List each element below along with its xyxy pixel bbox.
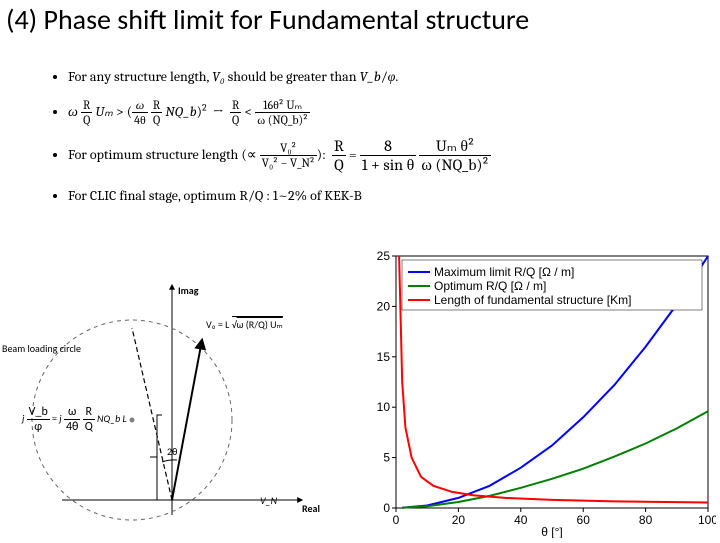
b1-mid: should be greater than: [225, 68, 360, 85]
y-tick-label: 10: [377, 400, 391, 414]
angle-label: 2θ: [167, 445, 177, 458]
b2-Q: Q: [81, 113, 92, 126]
b1-vb: V_b: [360, 68, 381, 85]
b1-phi: φ: [388, 68, 396, 85]
b1-v0: V₀: [212, 68, 225, 85]
imag-label: Imag: [178, 284, 198, 297]
page-title: (4) Phase shift limit for Fundamental st…: [6, 2, 529, 37]
vb-expr: j V_bφ = j ω4θ RQ NQ_b L: [22, 406, 157, 433]
vn-label: V_N: [260, 494, 277, 507]
legend-label: Optimum R/Q [Ω / m]: [434, 279, 546, 293]
b2-rr-den: ω (NQ_b)²: [255, 113, 310, 126]
x-tick-label: 40: [514, 513, 528, 527]
legend-label: Maximum limit R/Q [Ω / m]: [434, 265, 574, 279]
y-tick-label: 15: [377, 350, 391, 364]
y-tick-label: 5: [383, 451, 390, 465]
chart-svg: 0 5 10 15 20 25 0 20 40 60 80 100 θ [°] Maximum limit…: [356, 248, 716, 538]
real-label: Real: [302, 502, 320, 515]
bullet-1: For any structure length, V₀ should be g…: [68, 66, 720, 87]
v0-expr: V₀ = L √ω (R/Q) Uₘ: [206, 318, 283, 331]
b2-NQ: NQ_b: [165, 103, 196, 120]
b2-R: R: [81, 99, 92, 113]
x-tick-label: 20: [452, 513, 466, 527]
y-tick-label: 20: [377, 299, 391, 313]
bullet-4: For CLIC final stage, optimum R/Q : 1~2%…: [68, 185, 720, 206]
b2-rr-num: 16θ² Uₘ: [255, 99, 310, 113]
x-tick-label: 0: [393, 513, 400, 527]
x-tick-label: 60: [577, 513, 591, 527]
b2-omega: ω: [68, 103, 78, 120]
beam-loading-label: Beam loading circle: [2, 342, 81, 355]
v0-phasor: [172, 340, 202, 500]
angle-arc: [162, 460, 177, 462]
b2-Um: Uₘ: [95, 103, 112, 120]
y-tick-label: 25: [377, 249, 391, 263]
x-axis-label: θ [°]: [541, 525, 562, 538]
b1-pre: For any structure length,: [68, 68, 212, 85]
y-tick-label: 0: [383, 501, 390, 515]
slide: (4) Phase shift limit for Fundamental st…: [0, 0, 720, 540]
bullet-3: For optimum structure length (∝ V₀²V₀² −…: [68, 138, 720, 173]
x-tick-label: 100: [698, 513, 716, 527]
legend-label: Length of fundamental structure [Km]: [434, 293, 631, 307]
x-tick-label: 80: [639, 513, 653, 527]
bullet-2: ω RQ Uₘ > (ω4θ RQ NQ_b)2 → RQ < 16θ² Uₘω…: [68, 99, 720, 126]
b3-pre: For optimum structure length: [68, 146, 241, 163]
phasor-svg: [2, 270, 352, 535]
rq-chart: 0 5 10 15 20 25 0 20 40 60 80 100 θ [°] Maximum limit…: [356, 248, 716, 538]
bullet-list: For any structure length, V₀ should be g…: [28, 60, 720, 218]
phasor-diagram: Imag Real Beam loading circle 2θ V_N j V…: [2, 270, 352, 535]
